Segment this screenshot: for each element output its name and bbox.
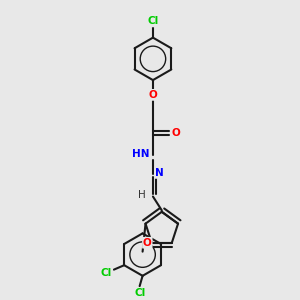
Text: O: O [172,128,180,138]
Text: Cl: Cl [101,268,112,278]
Text: HN: HN [132,149,149,159]
Text: Cl: Cl [147,16,159,26]
Text: N: N [155,168,164,178]
Text: O: O [143,238,152,248]
Text: H: H [138,190,146,200]
Text: O: O [148,90,157,100]
Text: Cl: Cl [134,288,145,298]
